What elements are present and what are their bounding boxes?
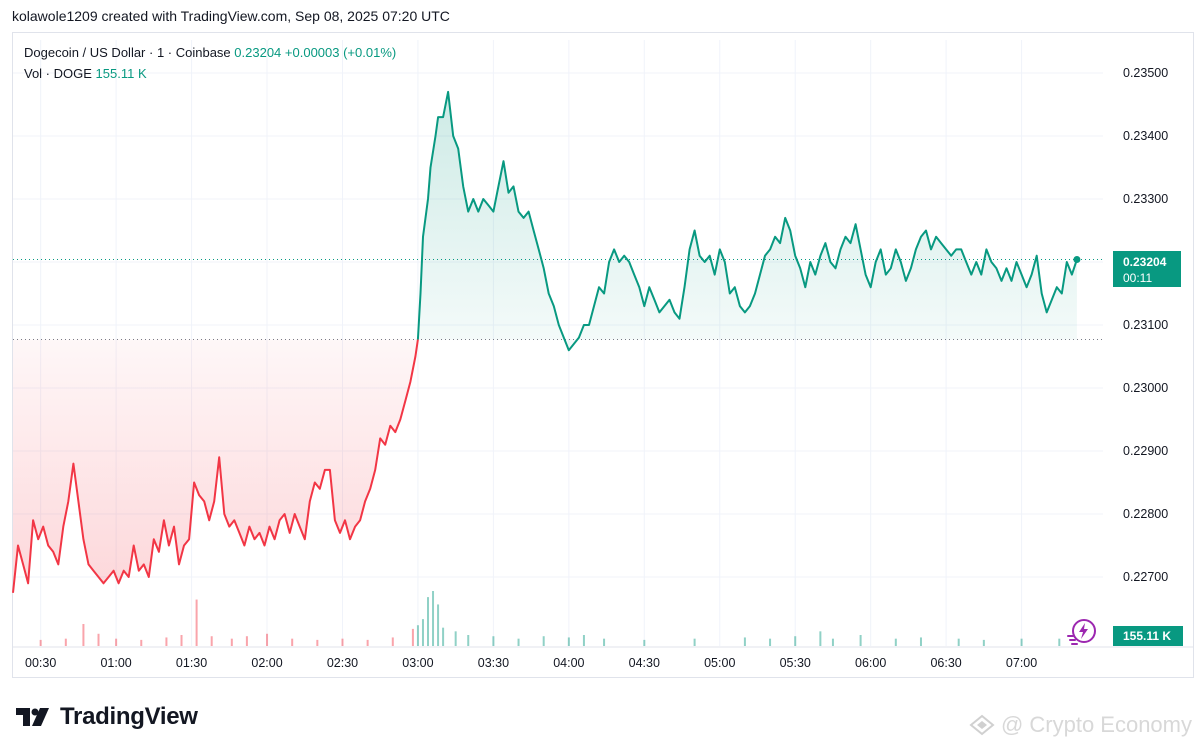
lightning-bolt-icon[interactable] xyxy=(1066,616,1098,648)
watermark: @ Crypto Economy xyxy=(969,712,1192,738)
volume-bar xyxy=(180,635,183,646)
volume-bar xyxy=(140,639,143,646)
x-tick-label: 04:00 xyxy=(553,656,584,670)
y-tick-label: 0.22900 xyxy=(1123,444,1168,458)
x-tick-label: 01:00 xyxy=(100,656,131,670)
volume-bar xyxy=(517,638,520,646)
x-tick-label: 06:00 xyxy=(855,656,886,670)
volume-bar xyxy=(894,638,897,646)
volume-bar xyxy=(39,639,42,646)
volume-bar xyxy=(391,637,394,646)
volume-bar xyxy=(210,636,213,646)
x-tick-label: 05:00 xyxy=(704,656,735,670)
volume-bar xyxy=(582,635,585,646)
x-tick-label: 07:00 xyxy=(1006,656,1037,670)
bar-countdown: 00:11 xyxy=(1123,271,1153,285)
volume-bar xyxy=(454,631,457,646)
volume-bar xyxy=(919,637,922,646)
volume-bar xyxy=(794,636,797,646)
volume-bar xyxy=(1058,638,1061,646)
volume-bar xyxy=(230,638,233,646)
volume-bar xyxy=(982,639,985,646)
volume-bar xyxy=(165,637,168,646)
volume-bar xyxy=(542,636,545,646)
volume-bar xyxy=(416,625,419,646)
volume-bar xyxy=(64,638,67,646)
price-line-down xyxy=(12,339,419,593)
volume-bar xyxy=(245,636,248,646)
above-baseline-area xyxy=(417,91,1077,351)
volume-bar xyxy=(693,638,696,646)
volume-bar xyxy=(195,599,198,646)
volume-bar xyxy=(341,638,344,646)
legend-change: +0.00003 (+0.01%) xyxy=(284,45,397,60)
y-tick-label: 0.23500 xyxy=(1123,66,1168,80)
volume-bar xyxy=(82,624,85,646)
x-tick-label: 01:30 xyxy=(176,656,207,670)
volume-bar xyxy=(831,638,834,646)
y-tick-label: 0.23000 xyxy=(1123,381,1168,395)
y-tick-label: 0.22800 xyxy=(1123,507,1168,521)
below-baseline-area xyxy=(13,339,418,593)
x-tick-label: 06:30 xyxy=(930,656,961,670)
volume-bar xyxy=(316,639,319,646)
volume-bar xyxy=(366,639,369,646)
volume-bar xyxy=(859,635,862,646)
x-tick-label: 04:30 xyxy=(629,656,660,670)
chart-credit: kolawole1209 created with TradingView.co… xyxy=(12,8,450,24)
volume-bar xyxy=(427,597,429,646)
last-price-dot xyxy=(1073,255,1081,263)
legend-price: 0.23204 xyxy=(234,45,282,60)
volume-bar xyxy=(437,604,440,646)
x-tick-label: 03:00 xyxy=(402,656,433,670)
x-tick-label: 05:30 xyxy=(780,656,811,670)
volume-tag: 155.11 K xyxy=(1113,626,1183,646)
chart-legend: Dogecoin / US Dollar · 1 · Coinbase 0.23… xyxy=(24,42,396,84)
volume-bar xyxy=(442,627,445,646)
volume-bar xyxy=(421,619,424,646)
tradingview-logo-text: TradingView xyxy=(60,703,198,730)
watermark-logo-icon xyxy=(969,714,995,736)
volume-bar xyxy=(1020,638,1023,646)
y-tick-label: 0.23300 xyxy=(1123,192,1168,206)
volume-bar xyxy=(266,633,269,646)
volume-bar xyxy=(115,638,118,646)
volume-bar xyxy=(643,639,646,646)
y-tick-label: 0.23400 xyxy=(1123,129,1168,143)
volume-value: 155.11 K xyxy=(95,66,147,81)
tradingview-logo[interactable]: TradingView xyxy=(16,703,198,731)
price-line-up xyxy=(416,90,1078,352)
x-tick-label: 03:30 xyxy=(478,656,509,670)
volume-label[interactable]: Vol · DOGE xyxy=(24,66,92,81)
y-tick-label: 0.23100 xyxy=(1123,318,1168,332)
volume-bar xyxy=(769,638,772,646)
y-tick-label: 0.22700 xyxy=(1123,570,1168,584)
volume-bar xyxy=(603,638,606,646)
tradingview-logo-icon xyxy=(16,708,49,726)
volume-bar xyxy=(819,631,822,646)
x-tick-label: 02:00 xyxy=(251,656,282,670)
volume-bar xyxy=(743,637,746,646)
chart-frame xyxy=(12,32,1194,678)
volume-bar xyxy=(567,637,570,646)
last-price-tag: 0.23204 00:11 xyxy=(1113,251,1181,287)
volume-bar xyxy=(411,628,414,646)
volume-bar xyxy=(97,633,100,646)
volume-bar xyxy=(432,591,435,646)
symbol-description[interactable]: Dogecoin / US Dollar · 1 · Coinbase xyxy=(24,45,231,60)
last-price-value: 0.23204 xyxy=(1123,255,1167,269)
x-tick-label: 00:30 xyxy=(25,656,56,670)
volume-bar xyxy=(467,635,470,646)
watermark-text: @ Crypto Economy xyxy=(1000,712,1192,737)
volume-bar xyxy=(957,638,960,646)
volume-bar xyxy=(291,638,294,646)
volume-bar xyxy=(492,636,495,646)
x-tick-label: 02:30 xyxy=(327,656,358,670)
